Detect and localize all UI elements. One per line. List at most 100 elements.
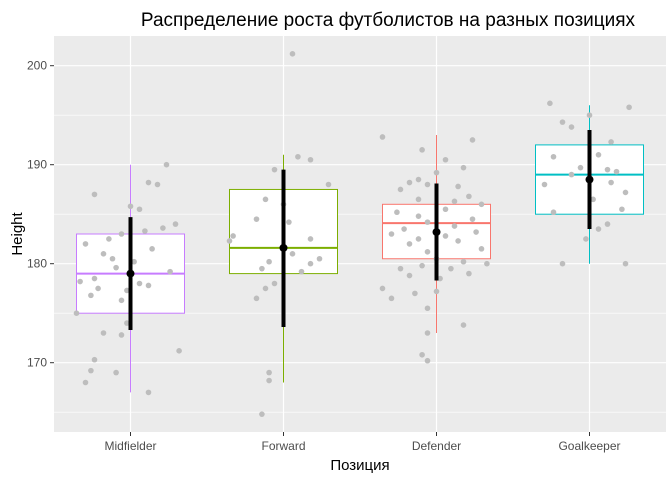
data-point: [415, 176, 422, 183]
y-axis-title: Height: [9, 211, 26, 255]
data-point: [379, 285, 386, 292]
data-point: [401, 226, 407, 232]
data-point: [145, 389, 152, 396]
data-point: [604, 221, 611, 227]
data-point: [131, 258, 137, 265]
mean-point: [126, 269, 135, 278]
data-point: [259, 411, 265, 417]
data-point: [145, 179, 152, 186]
data-point: [613, 168, 620, 175]
y-tick-label: 190: [27, 158, 47, 172]
data-point: [160, 225, 166, 231]
y-tick-label: 170: [27, 356, 47, 370]
data-point: [136, 206, 143, 213]
data-point: [451, 198, 458, 205]
data-point: [419, 351, 425, 358]
mean-point: [279, 243, 288, 252]
summary-goalkeeper: [585, 130, 594, 230]
data-point: [595, 226, 602, 232]
data-point: [424, 357, 431, 364]
data-point: [442, 156, 449, 163]
summary-forward: [279, 169, 288, 328]
y-tick-label: 180: [27, 257, 47, 271]
data-point: [100, 251, 107, 257]
data-point: [113, 369, 119, 376]
data-point: [469, 216, 476, 222]
data-point: [590, 196, 596, 203]
data-point: [406, 272, 413, 279]
data-point: [433, 288, 440, 295]
data-point: [106, 236, 112, 242]
data-point: [460, 258, 467, 265]
data-point: [583, 236, 589, 242]
data-point: [451, 223, 458, 229]
points-layer: [73, 51, 632, 417]
data-point: [406, 241, 413, 247]
data-point: [388, 231, 395, 237]
data-point: [266, 258, 272, 265]
data-point: [88, 292, 94, 299]
data-point: [100, 330, 107, 336]
data-point: [559, 119, 566, 125]
data-point: [95, 285, 101, 292]
data-point: [433, 169, 440, 176]
data-point: [82, 241, 89, 247]
data-point: [619, 206, 625, 213]
x-axis-title: Позиция: [330, 457, 389, 474]
data-point: [473, 229, 479, 235]
data-point: [259, 265, 265, 272]
data-point: [622, 260, 629, 267]
data-point: [415, 213, 422, 219]
data-point: [142, 228, 148, 234]
data-point: [253, 295, 260, 302]
data-point: [541, 181, 548, 188]
data-point: [469, 137, 476, 143]
data-point: [266, 369, 272, 376]
data-point: [271, 166, 278, 173]
data-point: [406, 179, 413, 186]
data-point: [568, 171, 575, 178]
summary-midfielder: [126, 217, 135, 331]
data-point: [82, 379, 89, 386]
data-point: [424, 219, 431, 225]
data-point: [307, 260, 314, 267]
data-point: [415, 236, 422, 242]
data-point: [424, 330, 431, 336]
data-point: [295, 153, 301, 160]
data-point: [586, 112, 593, 118]
data-point: [568, 124, 575, 130]
data-point: [478, 201, 485, 208]
data-point: [388, 295, 395, 302]
x-tick-label: Forward: [261, 439, 305, 453]
data-point: [484, 260, 490, 267]
data-point: [145, 282, 152, 289]
mean-point: [585, 175, 594, 184]
data-point: [442, 206, 449, 213]
data-point: [118, 231, 125, 237]
data-point: [167, 268, 173, 275]
data-point: [172, 221, 179, 227]
data-point: [262, 196, 269, 203]
data-point: [307, 236, 314, 242]
data-point: [595, 152, 602, 158]
data-point: [460, 164, 467, 171]
x-axis: Midfielder Forward Defender Goalkeeper: [104, 432, 621, 453]
data-point: [397, 265, 404, 272]
data-point: [109, 255, 116, 262]
mean-point: [432, 228, 441, 237]
data-point: [415, 196, 422, 203]
data-point: [419, 262, 425, 269]
x-tick-label: Goalkeeper: [558, 439, 620, 453]
data-point: [455, 183, 461, 190]
data-point: [253, 216, 260, 222]
data-point: [176, 348, 182, 354]
data-point: [289, 51, 296, 57]
data-point: [622, 189, 629, 196]
data-point: [271, 280, 278, 287]
data-point: [412, 290, 418, 297]
data-point: [604, 166, 611, 173]
data-point: [397, 186, 404, 193]
data-point: [298, 268, 305, 275]
